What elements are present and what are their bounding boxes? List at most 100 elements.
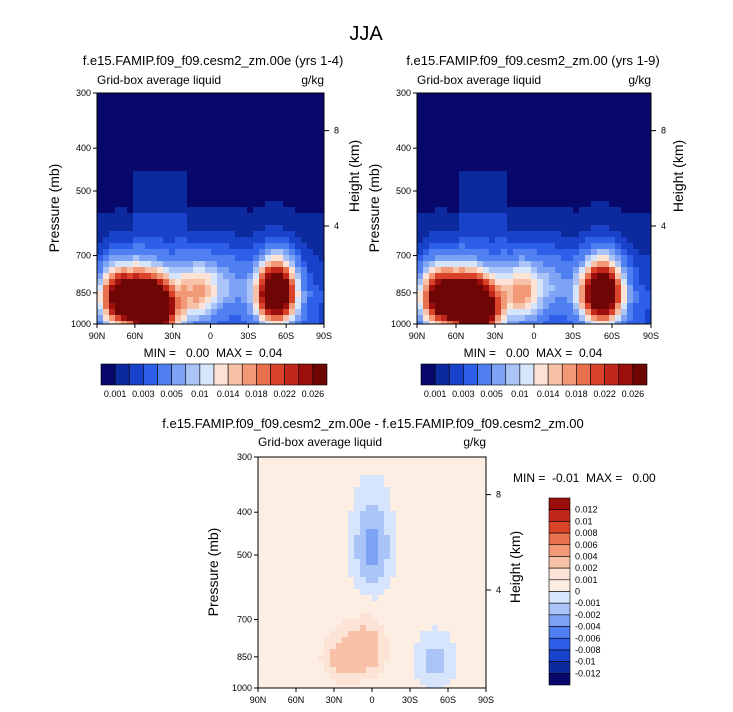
- contour-cell: [348, 487, 355, 494]
- contour-cell: [277, 153, 284, 160]
- contour-cell: [121, 99, 128, 106]
- contour-cell: [450, 577, 457, 584]
- contour-cell: [324, 625, 331, 632]
- contour-cell: [318, 499, 325, 506]
- contour-cell: [426, 541, 433, 548]
- contour-cell: [402, 547, 409, 554]
- contour-cell: [495, 303, 502, 310]
- contour-cell: [639, 93, 646, 100]
- contour-cell: [247, 189, 254, 196]
- contour-cell: [483, 297, 490, 304]
- contour-cell: [103, 117, 110, 124]
- contour-cell: [187, 129, 194, 136]
- contour-cell: [115, 237, 122, 244]
- contour-cell: [121, 231, 128, 238]
- contour-cell: [462, 511, 469, 518]
- contour-cell: [229, 165, 236, 172]
- contour-cell: [426, 463, 433, 470]
- contour-cell: [444, 499, 451, 506]
- contour-cell: [372, 595, 379, 602]
- contour-cell: [163, 183, 170, 190]
- contour-cell: [318, 517, 325, 524]
- x-tick-label: 30N: [487, 331, 504, 341]
- contour-cell: [283, 255, 290, 262]
- contour-cell: [408, 469, 415, 476]
- contour-cell: [276, 487, 283, 494]
- colorbar-swatch: [548, 661, 571, 674]
- contour-cell: [495, 213, 502, 220]
- contour-cell: [645, 117, 652, 124]
- contour-cell: [378, 595, 385, 602]
- contour-cell: [555, 195, 562, 202]
- contour-cell: [330, 469, 337, 476]
- contour-cell: [501, 249, 508, 256]
- contour-cell: [318, 655, 325, 662]
- contour-cell: [417, 93, 424, 100]
- contour-cell: [360, 625, 367, 632]
- contour-cell: [169, 261, 176, 268]
- contour-cell: [187, 315, 194, 322]
- contour-cell: [555, 243, 562, 250]
- contour-cell: [169, 297, 176, 304]
- contour-cell: [169, 213, 176, 220]
- contour-cell: [579, 189, 586, 196]
- contour-cell: [313, 309, 320, 316]
- contour-cell: [414, 517, 421, 524]
- contour-cell: [390, 523, 397, 530]
- contour-cell: [223, 261, 230, 268]
- contour-cell: [217, 291, 224, 298]
- contour-cell: [336, 463, 343, 470]
- contour-cell: [462, 475, 469, 482]
- contour-cell: [501, 153, 508, 160]
- contour-cell: [258, 577, 265, 584]
- contour-cell: [258, 553, 265, 560]
- contour-cell: [306, 637, 313, 644]
- contour-cell: [163, 309, 170, 316]
- contour-cell: [289, 285, 296, 292]
- contour-cell: [300, 475, 307, 482]
- contour-cell: [426, 523, 433, 530]
- contour-cell: [456, 667, 463, 674]
- contour-cell: [103, 165, 110, 172]
- contour-cell: [414, 553, 421, 560]
- contour-cell: [366, 607, 373, 614]
- contour-cell: [603, 207, 610, 214]
- contour-cell: [348, 655, 355, 662]
- contour-cell: [585, 303, 592, 310]
- contour-cell: [336, 535, 343, 542]
- contour-cell: [645, 165, 652, 172]
- contour-cell: [264, 667, 271, 674]
- colorbar-label: -0.006: [575, 633, 601, 643]
- colorbar-label: 0.014: [217, 389, 240, 399]
- contour-cell: [450, 505, 457, 512]
- contour-cell: [241, 165, 248, 172]
- contour-cell: [609, 141, 616, 148]
- contour-cell: [264, 589, 271, 596]
- contour-cell: [414, 685, 421, 689]
- contour-cell: [579, 135, 586, 142]
- contour-cell: [462, 547, 469, 554]
- contour-cell: [157, 159, 164, 166]
- panel-3-y-axis-title: Pressure (mb): [205, 528, 221, 617]
- contour-cell: [109, 147, 116, 154]
- contour-cell: [567, 279, 574, 286]
- contour-cell: [300, 529, 307, 536]
- contour-cell: [211, 267, 218, 274]
- contour-cell: [307, 207, 314, 214]
- contour-cell: [145, 189, 152, 196]
- contour-cell: [609, 231, 616, 238]
- contour-cell: [432, 619, 439, 626]
- contour-cell: [157, 291, 164, 298]
- contour-cell: [408, 583, 415, 590]
- contour-cell: [348, 535, 355, 542]
- contour-cell: [483, 279, 490, 286]
- contour-cell: [181, 237, 188, 244]
- contour-cell: [265, 153, 272, 160]
- contour-cell: [453, 93, 460, 100]
- contour-cell: [259, 195, 266, 202]
- x-tick-label: 90N: [409, 331, 426, 341]
- contour-cell: [270, 523, 277, 530]
- contour-cell: [109, 129, 116, 136]
- contour-cell: [360, 571, 367, 578]
- contour-cell: [633, 225, 640, 232]
